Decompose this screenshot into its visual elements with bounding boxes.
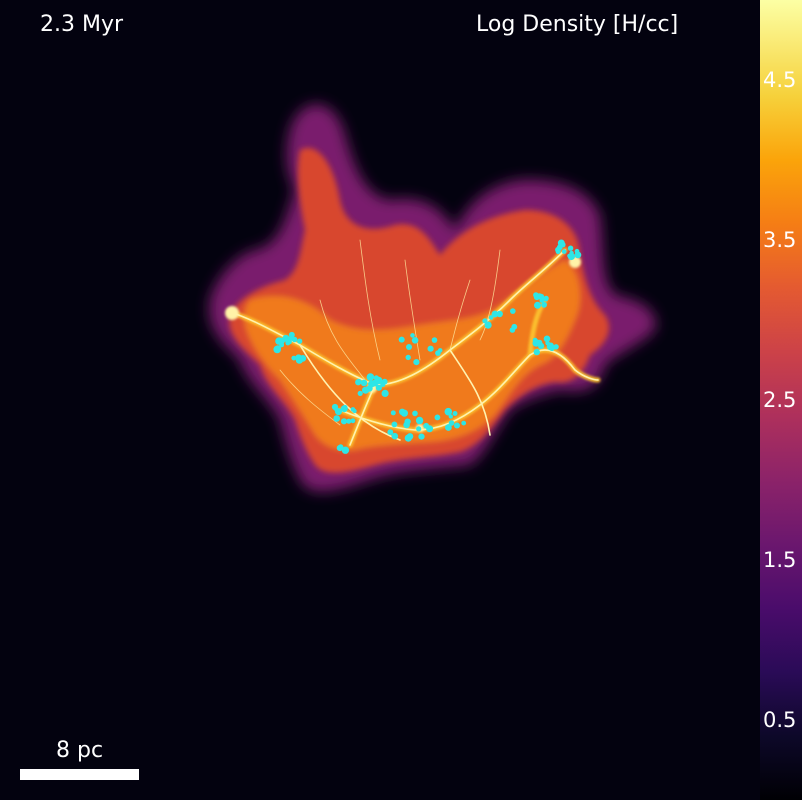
gas-cloud-image <box>209 104 656 492</box>
star-particle <box>286 336 292 342</box>
star-particle <box>404 434 412 442</box>
star-particle <box>543 335 551 343</box>
star-particle <box>434 414 441 421</box>
star-particle <box>511 323 518 330</box>
star-particle <box>461 420 467 426</box>
colorbar-tick: 4.5 <box>763 68 797 92</box>
scale-bar-label: 8 pc <box>56 738 104 763</box>
star-particle <box>381 389 389 397</box>
star-particle <box>297 338 303 344</box>
colorbar <box>760 0 802 800</box>
star-particle <box>567 245 574 251</box>
star-particle <box>416 426 422 432</box>
star-particle <box>413 359 420 366</box>
star-particle <box>496 310 503 318</box>
star-particle <box>277 337 284 344</box>
star-particle <box>341 404 348 411</box>
star-particle <box>340 418 348 425</box>
star-particle <box>403 421 410 429</box>
star-particle <box>488 315 494 320</box>
star-particle <box>338 444 344 450</box>
star-particle <box>435 350 441 356</box>
star-particle <box>387 429 394 436</box>
star-particle <box>410 333 415 338</box>
star-particle <box>555 249 561 255</box>
star-particle <box>406 344 412 350</box>
dense-filaments <box>227 239 601 448</box>
star-particle <box>299 355 307 362</box>
star-particle <box>381 378 388 385</box>
star-particle <box>390 410 396 416</box>
star-particle <box>362 386 370 394</box>
star-particle <box>491 310 499 318</box>
star-particle <box>374 376 383 385</box>
star-particle <box>398 336 405 343</box>
star-particle <box>360 379 368 387</box>
star-particle <box>334 407 339 412</box>
star-particle <box>445 424 452 431</box>
star-particle <box>333 415 341 422</box>
star-particle <box>405 354 411 361</box>
star-particle <box>532 339 541 347</box>
star-particle <box>418 433 425 440</box>
star-particle <box>574 248 580 254</box>
star-particle <box>291 355 297 361</box>
star-particle <box>541 301 547 308</box>
cloud-body <box>229 148 610 473</box>
star-particle <box>357 390 363 396</box>
scale-bar <box>20 769 139 780</box>
star-particle <box>482 318 488 324</box>
star-particle <box>291 336 298 343</box>
star-particle <box>533 348 540 356</box>
star-particle <box>510 308 516 314</box>
star-particle <box>534 301 541 309</box>
star-particle <box>540 297 545 303</box>
star-particle <box>484 321 492 329</box>
star-particle <box>273 345 282 354</box>
star-particle <box>399 408 406 415</box>
star-particle <box>350 407 356 412</box>
star-particle <box>569 250 574 256</box>
star-particle <box>346 418 352 424</box>
star-particle <box>426 425 434 433</box>
star-particle <box>368 381 374 387</box>
star-particle <box>543 295 549 301</box>
star-particle <box>448 420 455 426</box>
star-particle <box>391 432 399 440</box>
colorbar-tick: 3.5 <box>763 228 797 252</box>
star-particle <box>341 446 350 454</box>
star-particle <box>366 373 375 381</box>
colorbar-tick: 2.5 <box>763 388 797 412</box>
star-particles <box>273 239 582 454</box>
colorbar-tick: 0.5 <box>763 708 797 732</box>
star-particle <box>448 414 453 419</box>
star-particle <box>412 410 418 417</box>
star-particle <box>415 416 424 425</box>
star-particle <box>553 344 559 350</box>
star-particle <box>427 345 434 352</box>
star-particle <box>560 242 566 248</box>
star-particle <box>391 421 398 428</box>
star-particle <box>561 249 567 254</box>
star-particle <box>452 411 458 416</box>
star-particle <box>444 407 453 416</box>
star-particle <box>431 337 438 343</box>
star-particle <box>350 418 356 424</box>
star-particle <box>355 379 362 386</box>
colorbar-tick: 1.5 <box>763 548 797 572</box>
time-label: 2.3 Myr <box>40 12 124 37</box>
density-projection-panel: 2.3 Myr Log Density [H/cc] 8 pc <box>20 12 679 780</box>
star-particle <box>375 384 382 391</box>
star-particle <box>545 340 550 346</box>
star-particle <box>411 337 419 344</box>
star-particle <box>454 422 460 429</box>
field-label: Log Density [H/cc] <box>476 12 679 37</box>
